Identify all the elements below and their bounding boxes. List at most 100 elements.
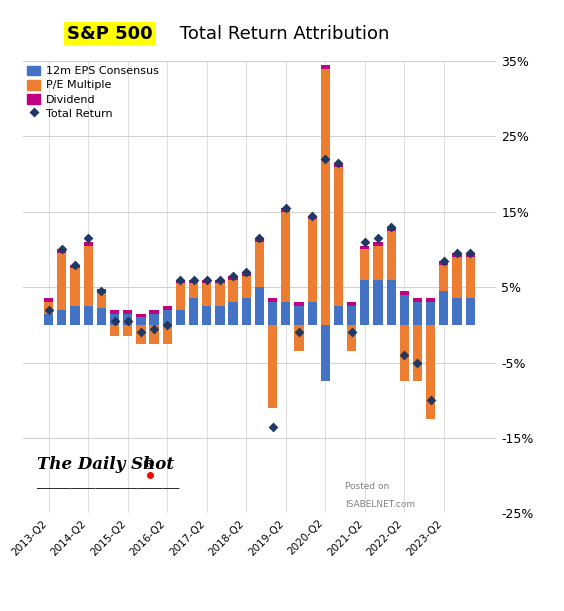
- Bar: [465, 257, 475, 298]
- Bar: [110, 310, 119, 313]
- Point: [110, 316, 119, 326]
- Bar: [189, 284, 198, 298]
- Bar: [83, 306, 93, 325]
- Text: ®: ®: [141, 458, 155, 472]
- Bar: [439, 291, 448, 325]
- Point: [44, 305, 53, 315]
- Bar: [228, 276, 237, 280]
- Bar: [465, 298, 475, 325]
- Bar: [373, 242, 382, 246]
- Bar: [386, 227, 396, 230]
- Point: [307, 211, 316, 221]
- Text: S&P 500: S&P 500: [67, 24, 153, 43]
- Bar: [176, 280, 185, 284]
- Bar: [413, 302, 422, 325]
- Bar: [202, 306, 212, 325]
- Bar: [215, 280, 224, 284]
- Bar: [294, 302, 303, 306]
- Point: [123, 316, 132, 326]
- Bar: [294, 325, 303, 351]
- Bar: [162, 306, 172, 310]
- Bar: [228, 302, 237, 325]
- Bar: [44, 313, 54, 325]
- Bar: [426, 302, 435, 325]
- Point: [255, 233, 264, 243]
- Bar: [44, 302, 54, 313]
- Bar: [44, 298, 54, 302]
- Point: [58, 244, 67, 254]
- Bar: [110, 313, 119, 325]
- Bar: [347, 306, 356, 325]
- Bar: [360, 249, 369, 280]
- Bar: [268, 302, 277, 325]
- Bar: [321, 65, 330, 68]
- Bar: [176, 310, 185, 325]
- Bar: [215, 306, 224, 325]
- Bar: [400, 295, 409, 325]
- Bar: [241, 298, 251, 325]
- Bar: [373, 246, 382, 280]
- Point: [466, 248, 475, 258]
- Bar: [149, 313, 158, 325]
- Point: [83, 233, 92, 243]
- Bar: [413, 298, 422, 302]
- Bar: [426, 298, 435, 302]
- Bar: [294, 306, 303, 325]
- Bar: [176, 284, 185, 310]
- Bar: [360, 280, 369, 325]
- Bar: [162, 310, 172, 325]
- Bar: [215, 284, 224, 306]
- Bar: [452, 253, 461, 257]
- Bar: [149, 310, 158, 313]
- Point: [373, 233, 382, 243]
- Legend: 12m EPS Consensus, P/E Multiple, Dividend, Total Return: 12m EPS Consensus, P/E Multiple, Dividen…: [23, 61, 163, 123]
- Bar: [373, 280, 382, 325]
- Bar: [452, 257, 461, 298]
- Point: [242, 267, 251, 277]
- Bar: [321, 68, 330, 325]
- Point: [97, 286, 106, 296]
- Bar: [465, 253, 475, 257]
- Bar: [97, 293, 106, 309]
- Bar: [360, 246, 369, 249]
- Bar: [334, 167, 343, 306]
- Bar: [123, 310, 133, 313]
- Point: [387, 222, 396, 232]
- Bar: [439, 265, 448, 291]
- Bar: [413, 325, 422, 381]
- Bar: [307, 216, 317, 219]
- Point: [360, 237, 369, 247]
- Bar: [241, 276, 251, 298]
- Bar: [281, 208, 290, 212]
- Point: [452, 248, 461, 258]
- Bar: [58, 253, 67, 310]
- Point: [413, 357, 422, 367]
- Point: [347, 327, 356, 337]
- Point: [334, 158, 343, 167]
- Point: [215, 275, 224, 285]
- Bar: [70, 268, 80, 306]
- Bar: [149, 325, 158, 343]
- Bar: [400, 291, 409, 295]
- Point: [426, 395, 435, 405]
- Bar: [58, 310, 67, 325]
- Text: The Daily Shot: The Daily Shot: [37, 456, 174, 472]
- Bar: [268, 298, 277, 302]
- Bar: [386, 280, 396, 325]
- Bar: [452, 298, 461, 325]
- Bar: [268, 325, 277, 408]
- Bar: [83, 246, 93, 306]
- Bar: [307, 302, 317, 325]
- Bar: [281, 212, 290, 302]
- Bar: [241, 272, 251, 276]
- Point: [176, 275, 185, 285]
- Point: [268, 422, 277, 431]
- Point: [202, 275, 212, 285]
- Point: [281, 203, 290, 213]
- Bar: [255, 242, 264, 287]
- Bar: [281, 302, 290, 325]
- Point: [163, 320, 172, 330]
- Bar: [110, 325, 119, 336]
- Bar: [202, 284, 212, 306]
- Text: ISABELNET.com: ISABELNET.com: [345, 500, 415, 509]
